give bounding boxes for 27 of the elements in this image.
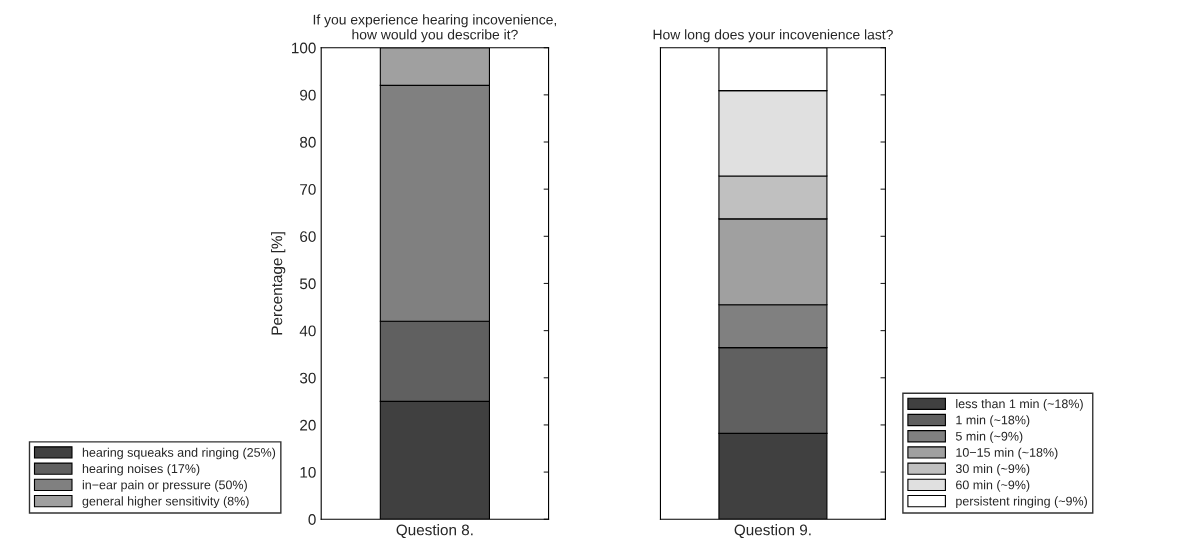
x-tick-label: Question 8. bbox=[396, 524, 473, 539]
y-tick-label: 40 bbox=[299, 325, 316, 337]
chart-title: If you experience hearing incovenience, how would you describe it? bbox=[313, 14, 557, 43]
x-tick-label: Question 9. bbox=[734, 524, 811, 539]
y-tick-label: 80 bbox=[300, 136, 316, 148]
y-tick-label: 0 bbox=[308, 514, 316, 525]
y-tick-label: 50 bbox=[299, 278, 316, 290]
legend-label: persistent ringing (~9%) bbox=[956, 496, 1087, 508]
chart-title: How long does your incovenience last? bbox=[653, 29, 893, 43]
legend-label: in−ear pain or pressure (50%) bbox=[82, 480, 247, 492]
legend-label: 5 min (~9%) bbox=[955, 431, 1023, 444]
legend-label: 10−15 min (~18%) bbox=[956, 447, 1058, 460]
legend-label: hearing squeaks and ringing (25%) bbox=[82, 447, 276, 460]
y-tick-label: 90 bbox=[300, 89, 316, 101]
legend-label: hearing noises (17%) bbox=[82, 463, 200, 476]
legend-label: 30 min (~9%) bbox=[955, 463, 1030, 476]
legend-label: 1 min (~18%) bbox=[956, 415, 1030, 427]
y-axis-title: Percentage [%] bbox=[271, 232, 286, 335]
y-tick-label: 100 bbox=[292, 42, 316, 54]
legend-label: general higher sensitivity (8%) bbox=[82, 496, 249, 508]
y-tick-label: 70 bbox=[300, 184, 316, 195]
y-tick-label: 30 bbox=[299, 372, 316, 384]
y-tick-label: 10 bbox=[300, 466, 316, 478]
legend-label: 60 min (~9%) bbox=[956, 480, 1030, 492]
legend-label: less than 1 min (~18%) bbox=[956, 399, 1083, 411]
y-tick-label: 60 bbox=[300, 231, 316, 242]
y-tick-label: 20 bbox=[300, 419, 316, 431]
